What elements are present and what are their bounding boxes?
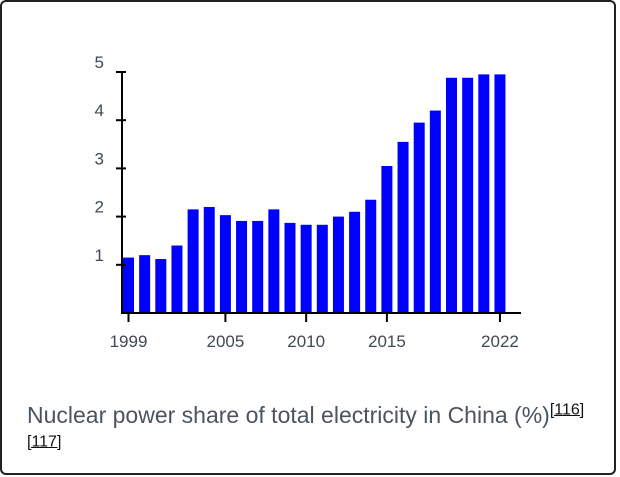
bar-2002 bbox=[171, 245, 183, 313]
bar-chart: 1 2 3 4 5 1999 2005 2010 2015 2022 bbox=[95, 53, 521, 351]
citation-ref-116[interactable]: [116] bbox=[549, 401, 585, 419]
bar-2006 bbox=[236, 220, 248, 313]
bar-2014 bbox=[365, 199, 377, 313]
caption-refs: [116] [117] bbox=[27, 401, 584, 450]
caption-text: Nuclear power share of total electricity… bbox=[27, 402, 550, 428]
bar-2010 bbox=[300, 224, 312, 313]
x-tick-label-1999: 1999 bbox=[110, 332, 148, 351]
y-tick-label-4: 4 bbox=[95, 101, 104, 120]
bars-group bbox=[123, 74, 506, 313]
bar-2003 bbox=[187, 209, 199, 313]
bar-2009 bbox=[284, 222, 296, 313]
bar-2021 bbox=[478, 74, 490, 313]
bar-2000 bbox=[139, 255, 151, 313]
bar-2017 bbox=[413, 122, 425, 313]
x-tick-label-2010: 2010 bbox=[287, 332, 325, 351]
bar-2007 bbox=[252, 220, 264, 313]
figure-caption: Nuclear power share of total electricity… bbox=[27, 399, 597, 463]
bar-1999 bbox=[123, 257, 134, 313]
x-tick-label-2005: 2005 bbox=[206, 332, 244, 351]
bar-2015 bbox=[381, 165, 393, 313]
y-tick-label-3: 3 bbox=[95, 149, 104, 168]
bar-2008 bbox=[268, 209, 280, 313]
x-ticks-group: 1999 2005 2010 2015 2022 bbox=[110, 313, 519, 351]
bar-2005 bbox=[219, 215, 231, 313]
bar-2016 bbox=[397, 141, 409, 313]
y-tick-label-2: 2 bbox=[95, 198, 104, 217]
bar-2019 bbox=[446, 77, 457, 313]
bar-2012 bbox=[332, 216, 344, 313]
x-tick-label-2022: 2022 bbox=[481, 332, 519, 351]
bar-2022 bbox=[494, 74, 506, 313]
x-tick-label-2015: 2015 bbox=[368, 332, 406, 351]
bar-2001 bbox=[155, 259, 167, 313]
bar-2011 bbox=[316, 224, 328, 313]
bar-2004 bbox=[203, 206, 215, 313]
bar-2013 bbox=[349, 211, 361, 313]
y-tick-label-5: 5 bbox=[95, 53, 104, 72]
y-tick-label-1: 1 bbox=[95, 246, 104, 265]
citation-ref-117[interactable]: [117] bbox=[27, 433, 62, 451]
bar-2018 bbox=[429, 110, 441, 313]
y-ticks-group: 1 2 3 4 5 bbox=[95, 53, 126, 266]
bar-2020 bbox=[462, 77, 474, 313]
